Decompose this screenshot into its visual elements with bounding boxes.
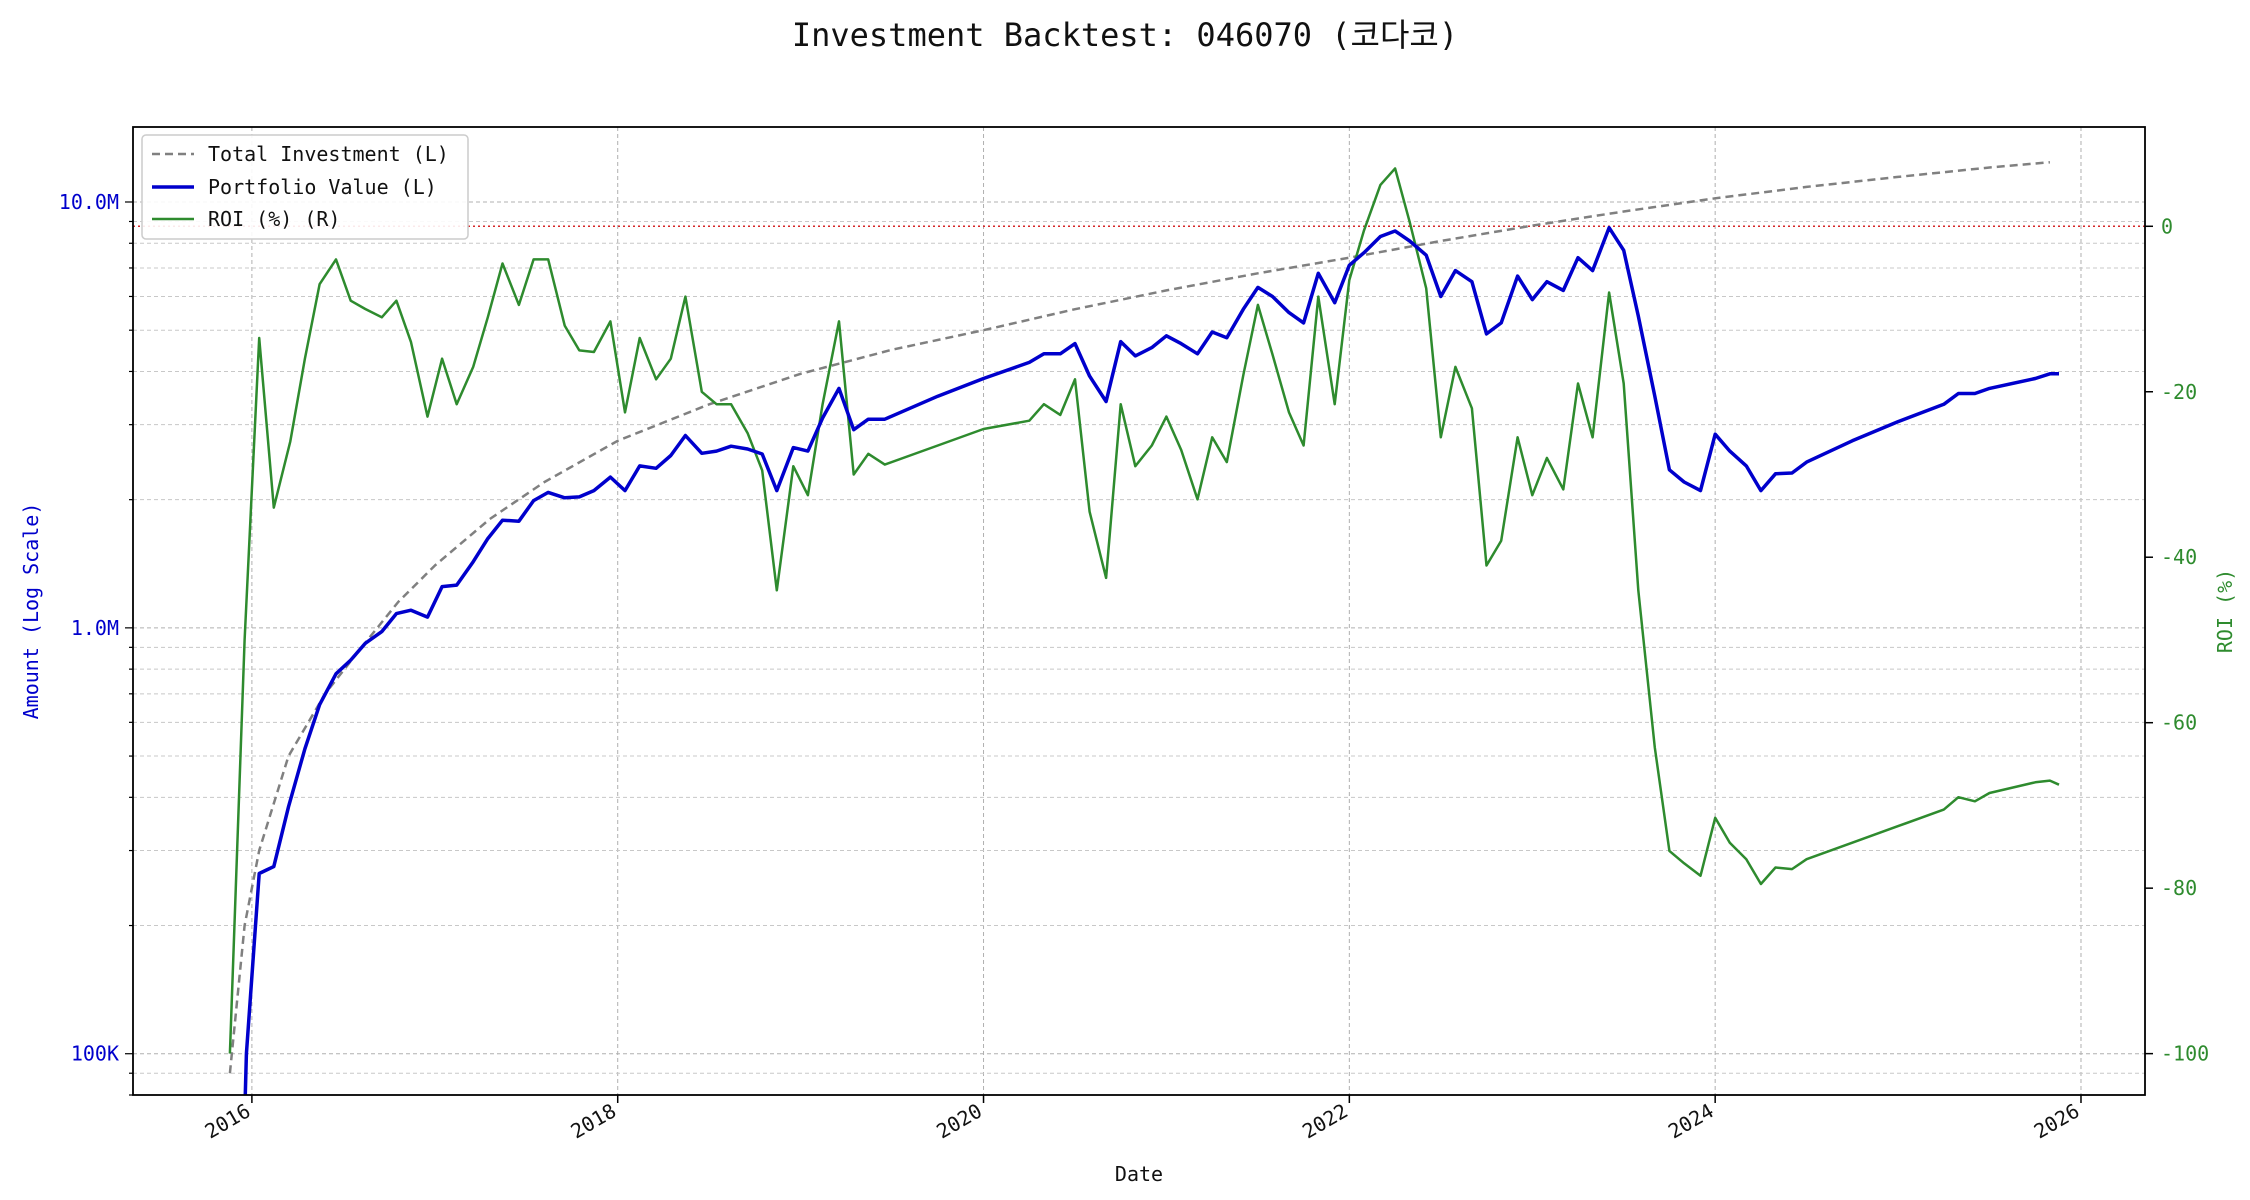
legend-label-total-investment: Total Investment (L): [208, 142, 449, 166]
right-tick-label: -100: [2161, 1042, 2209, 1066]
x-tick-label: 2018: [566, 1099, 620, 1144]
right-tick-label: -80: [2161, 876, 2197, 900]
right-tick-label: 0: [2161, 214, 2173, 238]
chart-title: Investment Backtest: 046070 (코다코): [792, 16, 1458, 54]
right-y-axis: 0 -20 -40 -60 -80 -100: [2145, 214, 2209, 1066]
right-tick-label: -40: [2161, 545, 2197, 569]
left-tick-label: 1.0M: [71, 616, 119, 640]
x-tick-label: 2022: [1298, 1099, 1352, 1144]
x-axis-label: Date: [1115, 1162, 1163, 1186]
plot-area-frame: [132, 126, 2146, 1096]
grid: [133, 127, 2145, 1096]
left-tick-label: 100K: [71, 1042, 119, 1066]
x-tick-label: 2016: [201, 1099, 255, 1144]
x-axis: 2016 2018 2020 2022 2024 2026: [201, 1095, 2084, 1144]
legend-label-roi: ROI (%) (R): [208, 207, 340, 231]
left-tick-label: 10.0M: [59, 190, 119, 214]
legend-label-portfolio-value: Portfolio Value (L): [208, 175, 437, 199]
left-y-axis-label: Amount (Log Scale): [19, 503, 43, 720]
left-y-axis: 100K 1.0M 10.0M: [59, 190, 133, 1096]
x-tick-label: 2020: [932, 1099, 986, 1144]
series-roi-line: [228, 167, 2060, 1054]
series-layer: [228, 160, 2060, 1095]
x-tick-label: 2024: [1664, 1099, 1718, 1144]
x-tick-label: 2026: [2030, 1099, 2084, 1144]
legend-box: [141, 134, 469, 240]
right-tick-label: -60: [2161, 711, 2197, 735]
series-portfolio-value-line: [243, 225, 2059, 1095]
legend: Total Investment (L) Portfolio Value (L)…: [141, 134, 469, 240]
series-total-investment-line: [228, 160, 2051, 1074]
right-tick-label: -20: [2161, 380, 2197, 404]
right-y-axis-label: ROI (%): [2213, 569, 2237, 653]
